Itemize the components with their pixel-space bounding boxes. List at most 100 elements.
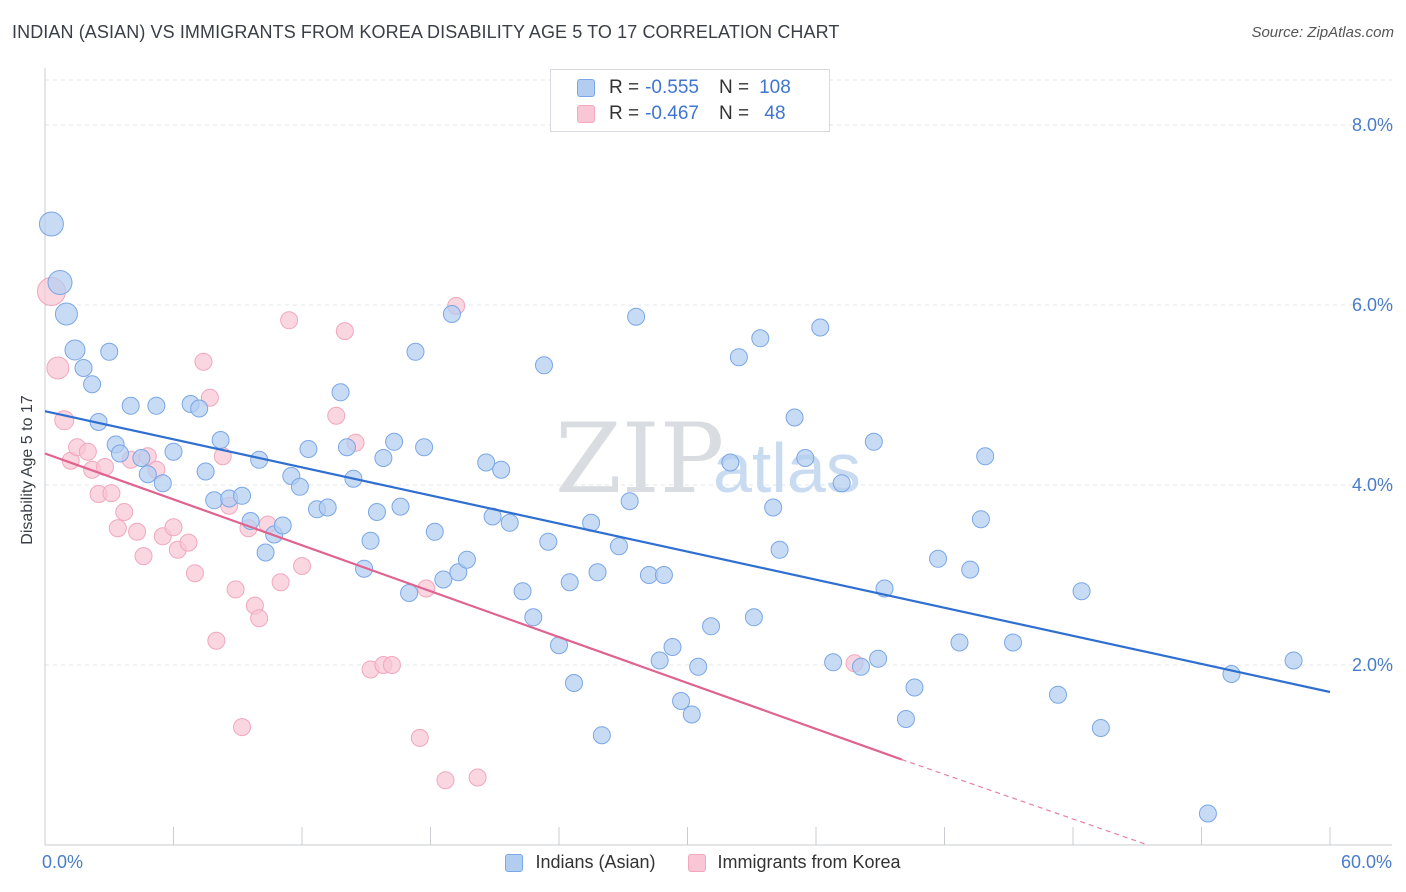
korea-point bbox=[207, 631, 226, 650]
indian-point bbox=[54, 302, 78, 326]
chart-title: INDIAN (ASIAN) VS IMMIGRANTS FROM KOREA … bbox=[12, 22, 840, 42]
source-label: Source: ZipAtlas.com bbox=[1251, 24, 1394, 41]
series-name-korea: Immigrants from Korea bbox=[717, 852, 901, 872]
indian-point bbox=[492, 460, 511, 479]
indian-point bbox=[425, 522, 444, 541]
korea-point bbox=[335, 322, 354, 341]
indian-point bbox=[811, 318, 830, 337]
axes bbox=[44, 68, 1392, 846]
legend-row-indian: R = -0.555 N = 108 bbox=[577, 76, 791, 100]
indian-point bbox=[442, 305, 461, 323]
indian-point bbox=[524, 608, 543, 627]
trend-lines bbox=[44, 410, 1331, 846]
indian-point bbox=[164, 442, 183, 461]
indian-point bbox=[971, 510, 990, 529]
indian-point bbox=[764, 498, 783, 517]
legend-row-korea: R = -0.467 N = 48 bbox=[577, 102, 786, 126]
indian-point bbox=[672, 692, 691, 710]
indian-point bbox=[796, 449, 815, 467]
indian-point bbox=[650, 651, 669, 670]
indian-point bbox=[190, 399, 209, 418]
indian-point bbox=[138, 465, 157, 484]
indian-point bbox=[64, 339, 86, 361]
indian-point bbox=[47, 270, 73, 295]
indian-point bbox=[639, 566, 658, 584]
indian-point bbox=[824, 653, 843, 672]
legend-n-label: N = bbox=[718, 77, 750, 98]
korea-point bbox=[102, 484, 121, 503]
legend-r-label: R = bbox=[609, 77, 640, 98]
indian-point bbox=[434, 570, 453, 589]
indian-point bbox=[132, 449, 151, 467]
watermark: ZIP atlas bbox=[555, 403, 861, 515]
grid-lines bbox=[45, 79, 1392, 666]
indian-point bbox=[318, 498, 337, 517]
korea-trend-extension bbox=[901, 758, 1149, 846]
indian-point bbox=[588, 563, 607, 582]
legend-r-value: -0.467 bbox=[645, 103, 699, 124]
indian-point bbox=[896, 710, 915, 728]
korea-trend-line bbox=[44, 452, 903, 761]
indian-point bbox=[196, 462, 215, 481]
indian-point bbox=[121, 396, 140, 415]
indian-point bbox=[682, 705, 701, 724]
korea-point bbox=[108, 519, 127, 538]
indian-point bbox=[721, 453, 740, 472]
indian-point bbox=[110, 444, 129, 463]
korea-point bbox=[436, 771, 455, 790]
korea-point bbox=[115, 503, 134, 521]
legend-swatch-indian bbox=[577, 79, 595, 97]
indian-point bbox=[663, 638, 682, 656]
series-name-indian: Indians (Asian) bbox=[535, 852, 656, 872]
indian-point bbox=[592, 726, 611, 745]
y-tick-label: 2.0% bbox=[1352, 655, 1393, 675]
indian-point bbox=[38, 211, 64, 237]
indian-point bbox=[961, 560, 980, 579]
series-legend-korea[interactable]: Immigrants from Korea bbox=[687, 852, 901, 873]
indian-point bbox=[355, 559, 374, 578]
korea-point bbox=[468, 768, 487, 787]
korea-point bbox=[179, 533, 198, 552]
legend-r-label: R = bbox=[609, 103, 640, 124]
legend-n-value: 48 bbox=[759, 103, 786, 124]
indian-point bbox=[457, 550, 476, 569]
x-min-label: 0.0% bbox=[42, 852, 84, 872]
series-legend-indian[interactable]: Indians (Asian) bbox=[505, 852, 656, 873]
indian-point bbox=[564, 674, 583, 692]
indian-point bbox=[1072, 582, 1091, 601]
indian-trend-line bbox=[44, 410, 1331, 694]
indian-point bbox=[83, 375, 102, 394]
indian-point bbox=[361, 531, 380, 550]
indian-point bbox=[539, 532, 558, 551]
indian-point bbox=[415, 438, 434, 457]
legend-n-label: N = bbox=[718, 103, 750, 124]
indian-point bbox=[905, 678, 924, 697]
y-tick-label: 6.0% bbox=[1352, 295, 1393, 315]
korea-point bbox=[293, 557, 311, 575]
indian-point bbox=[290, 477, 309, 496]
indian-point bbox=[400, 584, 419, 602]
indian-point bbox=[627, 307, 646, 326]
indian-point bbox=[620, 492, 639, 511]
indian-point bbox=[864, 432, 883, 451]
indian-point bbox=[153, 474, 172, 493]
indian-point bbox=[391, 497, 410, 516]
korea-point bbox=[164, 518, 183, 537]
indian-point bbox=[500, 513, 519, 532]
korea-point bbox=[46, 356, 70, 380]
indian-point bbox=[1004, 633, 1023, 652]
indian-point bbox=[654, 566, 673, 584]
indian-point bbox=[1091, 719, 1110, 737]
legend-r-value: -0.555 bbox=[645, 77, 699, 98]
indian-point bbox=[205, 491, 224, 510]
korea-point bbox=[233, 718, 252, 737]
series-legend: Indians (Asian) Immigrants from Korea bbox=[0, 852, 1406, 873]
indian-point bbox=[929, 549, 948, 568]
correlation-legend: R = -0.555 N = 108 R = -0.467 N = 48 bbox=[550, 69, 830, 132]
indian-point bbox=[950, 633, 969, 652]
indian-point bbox=[147, 396, 166, 415]
legend-swatch-korea bbox=[577, 105, 595, 123]
indian-point bbox=[851, 657, 870, 676]
indian-point bbox=[256, 543, 275, 562]
